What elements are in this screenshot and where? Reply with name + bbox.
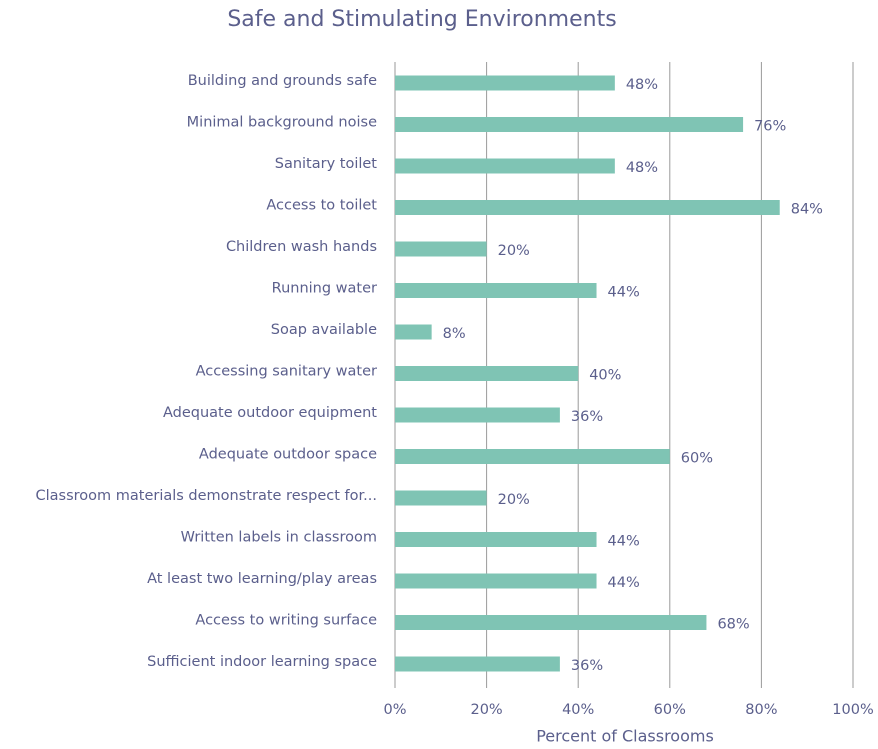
x-axis-title: Percent of Classrooms — [536, 727, 714, 746]
y-tick-label: Written labels in classroom — [181, 530, 377, 546]
data-label: 20% — [498, 492, 530, 508]
y-tick-label: Classroom materials demonstrate respect … — [35, 488, 377, 504]
bar — [395, 200, 780, 215]
y-tick-label: Building and grounds safe — [188, 73, 377, 89]
bar — [395, 366, 579, 381]
y-tick-label: Running water — [272, 281, 377, 297]
data-label: 76% — [754, 119, 786, 135]
y-tick-label: Sanitary toilet — [275, 156, 378, 172]
data-label: 36% — [571, 658, 603, 674]
data-label: 44% — [608, 285, 640, 301]
x-tick-label: 80% — [745, 702, 777, 718]
data-label: 20% — [498, 243, 530, 259]
bar — [395, 532, 597, 547]
y-tick-label: Adequate outdoor space — [199, 447, 377, 463]
data-label: 48% — [626, 77, 658, 93]
bar — [395, 241, 487, 257]
x-tick-label: 40% — [562, 702, 594, 718]
y-tick-label: Adequate outdoor equipment — [163, 405, 377, 421]
data-label: 60% — [681, 451, 713, 467]
bar — [395, 573, 597, 589]
y-tick-label: Minimal background noise — [187, 115, 377, 131]
bar — [395, 283, 597, 298]
y-tick-label: Access to toilet — [266, 198, 377, 214]
data-label: 44% — [608, 534, 640, 550]
data-label: 68% — [717, 617, 749, 633]
data-label: 40% — [589, 368, 621, 384]
bar — [395, 615, 707, 630]
y-tick-label: Soap available — [271, 322, 377, 338]
data-label: 8% — [443, 326, 466, 342]
x-tick-label: 20% — [470, 702, 502, 718]
x-tick-label: 0% — [383, 702, 406, 718]
bar — [395, 117, 744, 132]
y-tick-label: Accessing sanitary water — [196, 364, 377, 380]
x-tick-label: 60% — [654, 702, 686, 718]
x-tick-label: 100% — [832, 702, 873, 718]
data-label: 36% — [571, 409, 603, 425]
y-tick-label: Access to writing surface — [195, 613, 377, 629]
bar — [395, 449, 670, 464]
data-label: 48% — [626, 160, 658, 176]
bar — [395, 656, 560, 672]
bar — [395, 75, 615, 91]
bar — [395, 158, 615, 174]
bar — [395, 407, 560, 423]
y-tick-label: At least two learning/play areas — [147, 571, 377, 587]
y-tick-label: Children wash hands — [226, 239, 377, 255]
y-tick-label: Sufficient indoor learning space — [147, 654, 377, 670]
bar — [395, 490, 487, 506]
bar — [395, 324, 432, 340]
chart-title: Safe and Stimulating Environments — [227, 7, 616, 32]
data-label: 84% — [791, 202, 823, 218]
data-label: 44% — [608, 575, 640, 591]
